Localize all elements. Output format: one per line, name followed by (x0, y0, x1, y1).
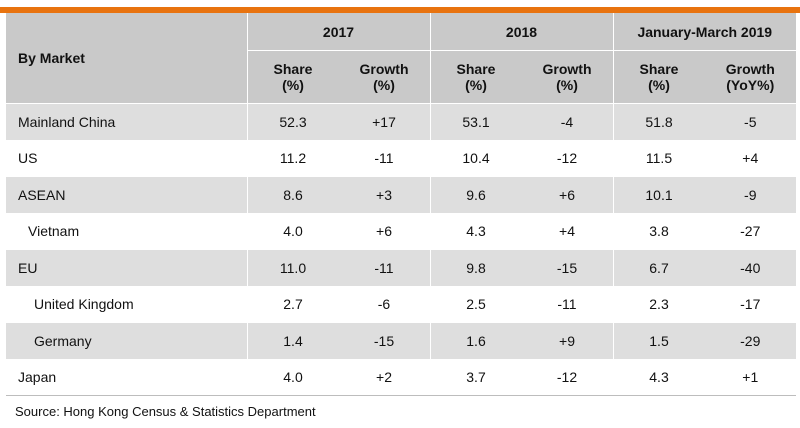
market-name: Japan (6, 358, 247, 396)
cell-value: -11 (338, 139, 430, 177)
market-name: EU (6, 249, 247, 286)
cell-value: +4 (704, 139, 797, 177)
cell-value: 4.0 (246, 358, 339, 396)
cell-value: 4.3 (612, 358, 705, 396)
cell-value: +6 (338, 212, 430, 250)
cell-value: +6 (521, 176, 613, 213)
cell-value: -6 (338, 285, 430, 323)
cell-value: +1 (704, 358, 797, 396)
cell-value: -12 (521, 139, 613, 177)
cell-value: -11 (521, 285, 613, 323)
subheader-share: Share (%) (429, 50, 522, 104)
table-row: US 11.2 -11 10.4 -12 11.5 +4 (6, 139, 797, 177)
cell-value: 1.4 (246, 322, 339, 359)
subheader-share: Share (%) (612, 50, 705, 104)
cell-value: 2.7 (246, 285, 339, 323)
cell-value: -40 (704, 249, 797, 286)
market-table: By Market 2017 2018 January-March 2019 S… (6, 13, 797, 396)
cell-value: +3 (338, 176, 430, 213)
cell-value: 3.7 (429, 358, 522, 396)
cell-value: 11.2 (246, 139, 339, 177)
cell-value: +17 (338, 103, 430, 140)
cell-value: 10.1 (612, 176, 705, 213)
cell-value: 2.5 (429, 285, 522, 323)
cell-value: -5 (704, 103, 797, 140)
cell-value: 10.4 (429, 139, 522, 177)
cell-value: -11 (338, 249, 430, 286)
cell-value: +4 (521, 212, 613, 250)
market-column-header: By Market (6, 13, 247, 104)
cell-value: 4.3 (429, 212, 522, 250)
cell-value: -27 (704, 212, 797, 250)
period-header-2017: 2017 (246, 13, 430, 51)
cell-value: 3.8 (612, 212, 705, 250)
cell-value: 9.6 (429, 176, 522, 213)
period-header-2018: 2018 (429, 13, 613, 51)
cell-value: -15 (338, 322, 430, 359)
cell-value: 8.6 (246, 176, 339, 213)
cell-value: +9 (521, 322, 613, 359)
cell-value: 51.8 (612, 103, 705, 140)
table-row: Germany 1.4 -15 1.6 +9 1.5 -29 (6, 322, 797, 359)
cell-value: 2.3 (612, 285, 705, 323)
cell-value: 1.6 (429, 322, 522, 359)
market-name: ASEAN (6, 176, 247, 213)
market-name: Germany (6, 322, 247, 359)
market-name: Mainland China (6, 103, 247, 140)
cell-value: 9.8 (429, 249, 522, 286)
table-row: Mainland China 52.3 +17 53.1 -4 51.8 -5 (6, 103, 797, 140)
cell-value: -15 (521, 249, 613, 286)
table-row: United Kingdom 2.7 -6 2.5 -11 2.3 -17 (6, 285, 797, 323)
source-note: Source: Hong Kong Census & Statistics De… (15, 404, 316, 419)
market-name: US (6, 139, 247, 177)
cell-value: 52.3 (246, 103, 339, 140)
cell-value: -29 (704, 322, 797, 359)
cell-value: -9 (704, 176, 797, 213)
cell-value: 53.1 (429, 103, 522, 140)
cell-value: +2 (338, 358, 430, 396)
cell-value: 4.0 (246, 212, 339, 250)
subheader-growth: Growth (%) (338, 50, 430, 104)
cell-value: -12 (521, 358, 613, 396)
accent-bar (0, 7, 800, 13)
subheader-share: Share (%) (246, 50, 339, 104)
subheader-growth-yoy: Growth (YoY%) (704, 50, 797, 104)
cell-value: 11.5 (612, 139, 705, 177)
cell-value: 11.0 (246, 249, 339, 286)
cell-value: -4 (521, 103, 613, 140)
cell-value: 6.7 (612, 249, 705, 286)
cell-value: 1.5 (612, 322, 705, 359)
period-header-2019q1: January-March 2019 (612, 13, 797, 51)
table-row: ASEAN 8.6 +3 9.6 +6 10.1 -9 (6, 176, 797, 213)
market-name: United Kingdom (6, 285, 247, 323)
market-name: Vietnam (6, 212, 247, 250)
subheader-growth: Growth (%) (521, 50, 613, 104)
table-row: Vietnam 4.0 +6 4.3 +4 3.8 -27 (6, 212, 797, 250)
table-row: EU 11.0 -11 9.8 -15 6.7 -40 (6, 249, 797, 286)
table-row: Japan 4.0 +2 3.7 -12 4.3 +1 (6, 358, 797, 396)
cell-value: -17 (704, 285, 797, 323)
